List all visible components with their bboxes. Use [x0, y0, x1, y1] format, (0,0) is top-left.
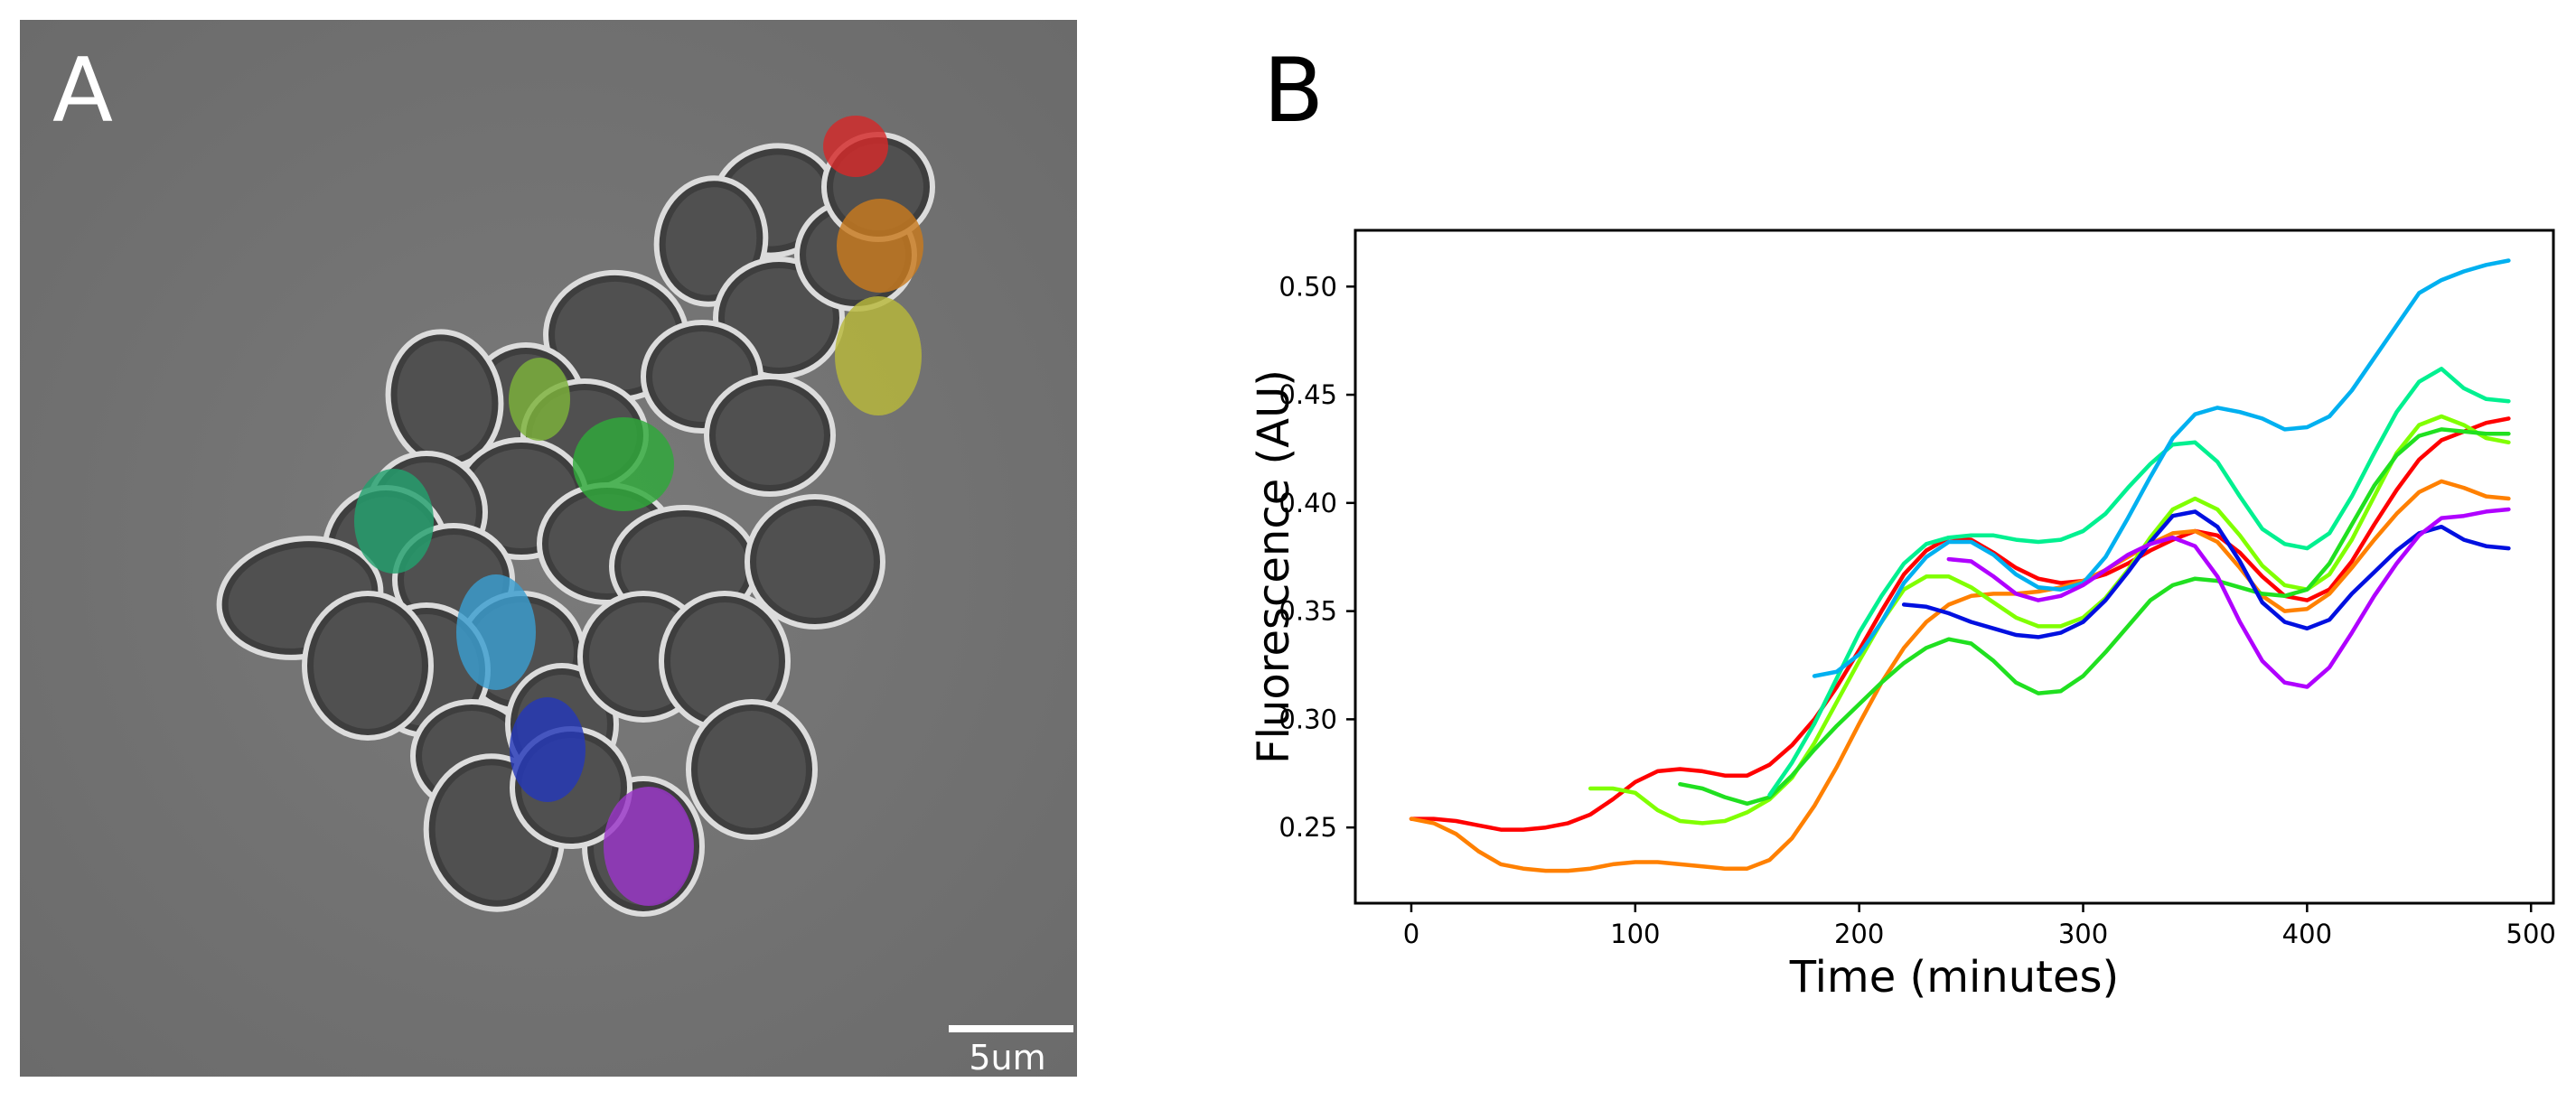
- x-axis-title: Time (minutes): [1789, 952, 2119, 1003]
- y-tick-label: 0.50: [1279, 271, 1337, 302]
- segmentation-mask: [509, 358, 570, 441]
- x-tick-label: 100: [1610, 919, 1660, 949]
- segmentation-mask: [456, 574, 536, 690]
- microscopy-image: 5um A: [20, 20, 1077, 1077]
- series-line-sky-blue: [1812, 258, 2511, 678]
- y-tick-label: 0.45: [1279, 379, 1337, 410]
- x-tick-label: 500: [2506, 919, 2556, 949]
- plot-frame: [1354, 229, 2555, 905]
- y-axis-ticks: 0.25 0.30 0.35 0.40 0.45 0.50: [1279, 271, 1355, 843]
- segmentation-mask: [835, 296, 922, 415]
- y-axis-title: Fluorescence (AU): [1249, 369, 1299, 764]
- series-line-yellow-green: [1588, 414, 2511, 826]
- yeast-cell-interior: [397, 341, 492, 458]
- x-axis-ticks: 0 100 200 300 400 500: [1403, 903, 2556, 949]
- series-line-purple: [1946, 507, 2511, 689]
- y-tick-label: 0.35: [1279, 596, 1337, 627]
- segmentation-mask: [823, 116, 888, 177]
- scale-bar-label: 5um: [969, 1038, 1045, 1077]
- panel-a-letter: A: [52, 40, 114, 143]
- y-tick-label: 0.30: [1279, 704, 1337, 734]
- yeast-cell-interior: [756, 506, 874, 618]
- segmentation-overlays: [354, 116, 923, 906]
- x-tick-label: 200: [1834, 919, 1884, 949]
- x-tick-label: 400: [2282, 919, 2332, 949]
- y-tick-label: 0.40: [1279, 488, 1337, 518]
- series-line-orange: [1409, 479, 2511, 873]
- series-line-green: [1678, 427, 2511, 807]
- segmentation-mask: [573, 417, 674, 511]
- chart-series: [1409, 258, 2511, 873]
- yeast-cell-interior: [314, 602, 422, 729]
- segmentation-mask: [604, 787, 694, 906]
- panel-b-letter: B: [1263, 40, 1325, 143]
- segmentation-mask: [510, 697, 585, 802]
- yeast-cell-interior: [716, 386, 824, 485]
- x-tick-label: 0: [1403, 919, 1419, 949]
- cell-image-drawing: 5um: [20, 20, 1077, 1077]
- yeast-cell-interior: [621, 517, 747, 616]
- segmentation-mask: [354, 469, 434, 574]
- series-line-spring-green: [1767, 367, 2511, 798]
- series-line-blue: [1901, 509, 2511, 639]
- segmentation-mask: [837, 199, 923, 293]
- scale-bar: 5um: [949, 1025, 1073, 1077]
- scale-bar-line: [949, 1025, 1073, 1032]
- yeast-cell-interior: [698, 711, 806, 828]
- series-line-red: [1409, 416, 2511, 832]
- yeast-cell-interior: [725, 268, 833, 368]
- y-tick-label: 0.25: [1279, 812, 1337, 843]
- yeast-cell-interior: [670, 602, 779, 720]
- yeast-cell-interior: [665, 187, 757, 295]
- x-tick-label: 300: [2058, 919, 2108, 949]
